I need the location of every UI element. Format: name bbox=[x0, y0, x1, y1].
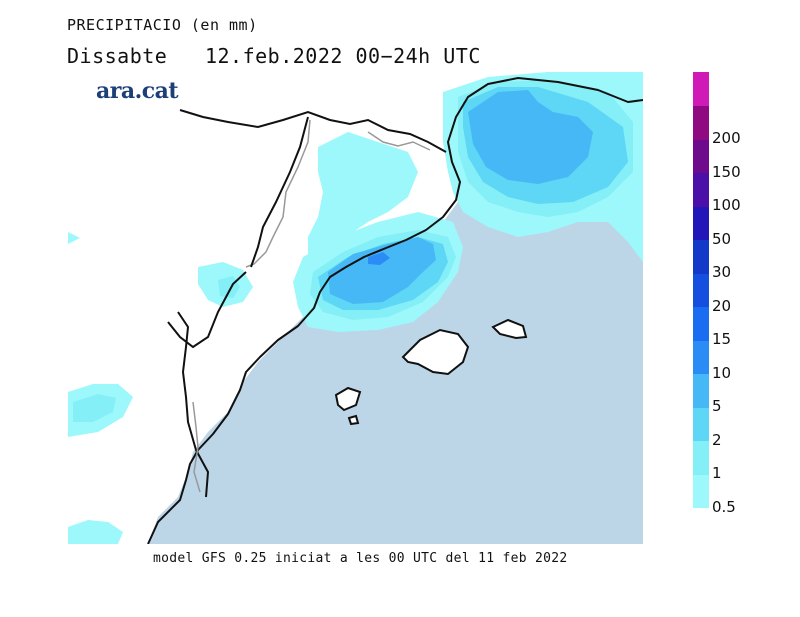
legend-label: 5 bbox=[712, 397, 722, 416]
legend-label: 50 bbox=[712, 229, 732, 248]
menorca-island bbox=[491, 318, 528, 340]
map-svg bbox=[68, 72, 643, 544]
iberian-coast bbox=[147, 77, 643, 544]
legend-swatch bbox=[693, 440, 709, 475]
precip-0.5-zone bbox=[68, 520, 123, 544]
legend-swatch bbox=[693, 172, 709, 207]
legend-label: 20 bbox=[712, 296, 732, 315]
legend-swatch bbox=[693, 474, 709, 509]
land bbox=[147, 77, 643, 544]
legend-swatch bbox=[693, 373, 709, 408]
legend-swatch bbox=[693, 206, 709, 241]
precip-field bbox=[68, 72, 643, 544]
precip-10-zone bbox=[368, 252, 390, 265]
valencia-border bbox=[167, 271, 247, 349]
aragon-border bbox=[250, 116, 309, 268]
catalonia-border bbox=[245, 119, 311, 268]
legend-label: 100 bbox=[712, 196, 741, 215]
precip-0.5-zone bbox=[308, 132, 418, 257]
precip-0.5-zone bbox=[68, 232, 80, 244]
legend-label: 30 bbox=[712, 263, 732, 282]
legend-swatch bbox=[693, 105, 709, 140]
formentera-island bbox=[347, 414, 360, 426]
legend-label: 2 bbox=[712, 430, 722, 449]
legend-label: 200 bbox=[712, 129, 741, 148]
legend-label: 10 bbox=[712, 363, 732, 382]
inland-border bbox=[192, 401, 201, 493]
legend-label: 0.5 bbox=[712, 498, 736, 516]
legend-swatch bbox=[693, 72, 709, 107]
precipitation-map bbox=[68, 72, 643, 544]
ara-cat-logo: ara.cat bbox=[96, 78, 179, 104]
france-spain-border bbox=[179, 109, 447, 153]
legend-swatch bbox=[693, 139, 709, 174]
ibiza-island bbox=[334, 386, 362, 412]
precip-5-zone bbox=[468, 90, 593, 184]
valencia-border bbox=[177, 311, 210, 498]
chart-subtitle: Dissabte 12.feb.2022 00−24h UTC bbox=[67, 44, 481, 68]
model-footer: model GFS 0.25 iniciat a les 00 UTC del … bbox=[153, 551, 568, 566]
legend-swatch bbox=[693, 306, 709, 341]
legend-swatch bbox=[693, 407, 709, 442]
chart-title: PRECIPITACIO (en mm) bbox=[67, 16, 258, 34]
legend-label: 15 bbox=[712, 330, 732, 349]
legend-label: 1 bbox=[712, 464, 722, 483]
precip-1-zone bbox=[73, 394, 116, 422]
mallorca-island bbox=[401, 328, 470, 376]
catalonia-border bbox=[367, 131, 431, 151]
legend-label: 150 bbox=[712, 162, 741, 181]
legend-swatch bbox=[693, 273, 709, 308]
legend-swatch bbox=[693, 340, 709, 375]
precipitation-legend bbox=[693, 72, 709, 509]
legend-swatch bbox=[693, 239, 709, 274]
precip-5-zone bbox=[328, 237, 436, 304]
